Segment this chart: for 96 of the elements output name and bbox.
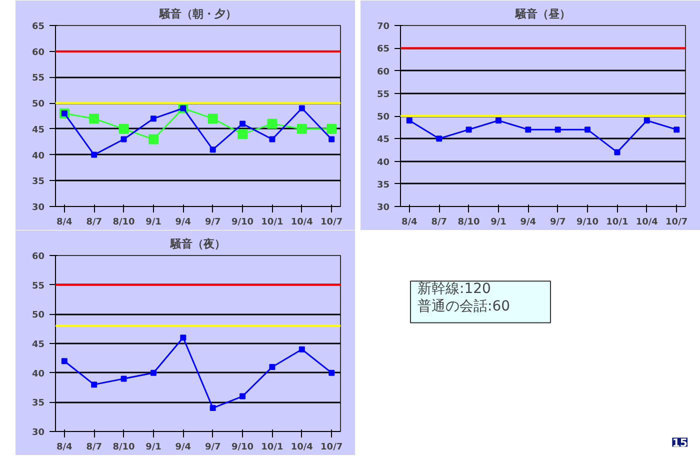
point bbox=[180, 334, 186, 341]
y-tick-label: 30 bbox=[32, 428, 45, 438]
point bbox=[584, 126, 591, 133]
x-tick-label: 8/10 bbox=[112, 442, 135, 452]
x-tick-label: 9/4 bbox=[520, 218, 536, 228]
point bbox=[298, 346, 305, 352]
y-tick-label: 45 bbox=[376, 135, 390, 146]
point bbox=[89, 114, 100, 124]
x-tick-label: 9/10 bbox=[231, 218, 254, 228]
x-tick-label: 10/7 bbox=[320, 218, 343, 228]
y-tick-label: 65 bbox=[32, 22, 45, 32]
x-tick-label: 9/1 bbox=[146, 218, 162, 228]
point bbox=[436, 136, 442, 142]
point bbox=[296, 124, 307, 134]
point bbox=[269, 364, 276, 370]
point bbox=[269, 136, 276, 142]
y-tick-label: 55 bbox=[32, 281, 45, 292]
text: 15 bbox=[672, 436, 688, 450]
x-tick-label: 10/7 bbox=[666, 218, 688, 228]
point bbox=[554, 126, 561, 133]
y-tick-label: 60 bbox=[32, 48, 45, 58]
y-tick-label: 40 bbox=[32, 369, 45, 380]
point bbox=[328, 370, 335, 376]
point bbox=[91, 382, 98, 388]
point bbox=[326, 124, 337, 134]
point bbox=[208, 114, 218, 124]
point bbox=[495, 118, 502, 124]
point bbox=[240, 120, 246, 127]
y-tick-label: 50 bbox=[376, 112, 390, 122]
x-tick-label: 8/4 bbox=[56, 442, 72, 452]
x-tick-label: 9/10 bbox=[576, 218, 599, 228]
point bbox=[120, 376, 127, 382]
y-tick-label: 35 bbox=[32, 177, 45, 188]
x-tick-label: 10/1 bbox=[261, 442, 284, 452]
point bbox=[238, 129, 248, 140]
point bbox=[525, 126, 532, 133]
point bbox=[240, 393, 246, 400]
x-tick-label: 10/4 bbox=[290, 442, 313, 452]
x-tick-label: 10/1 bbox=[606, 218, 628, 228]
point bbox=[150, 116, 156, 122]
x-tick-label: 9/7 bbox=[204, 218, 221, 228]
chart-title: 騒音（昼） bbox=[514, 8, 570, 20]
point bbox=[210, 146, 216, 153]
point bbox=[118, 124, 129, 134]
y-tick-label: 55 bbox=[376, 90, 390, 100]
y-tick-label: 30 bbox=[32, 203, 45, 213]
y-tick-label: 70 bbox=[376, 22, 390, 32]
point bbox=[614, 149, 620, 156]
y-tick-label: 45 bbox=[32, 340, 45, 350]
x-tick-label: 9/7 bbox=[204, 442, 221, 452]
x-tick-label: 9/4 bbox=[175, 442, 192, 452]
x-tick-label: 9/1 bbox=[490, 218, 506, 228]
y-tick-label: 50 bbox=[32, 310, 45, 321]
point bbox=[61, 358, 68, 364]
x-tick-label: 9/1 bbox=[146, 442, 162, 452]
x-tick-label: 8/7 bbox=[86, 442, 102, 452]
y-tick-label: 40 bbox=[32, 151, 45, 162]
point bbox=[120, 136, 127, 142]
point bbox=[210, 405, 216, 412]
y-tick-label: 65 bbox=[376, 44, 390, 55]
x-tick-label: 10/4 bbox=[636, 218, 658, 228]
y-tick-label: 35 bbox=[32, 398, 45, 409]
point bbox=[328, 136, 335, 142]
chart-title: 騒音（夜） bbox=[170, 238, 226, 250]
point bbox=[466, 126, 472, 133]
x-tick-label: 9/10 bbox=[231, 442, 254, 452]
point bbox=[150, 370, 156, 376]
x-tick-label: 8/10 bbox=[458, 218, 480, 228]
y-tick-label: 55 bbox=[32, 74, 45, 84]
point bbox=[406, 118, 412, 124]
x-tick-label: 8/7 bbox=[431, 218, 447, 228]
text: 新幹線:120 bbox=[418, 281, 491, 298]
x-tick-label: 8/7 bbox=[86, 218, 102, 228]
point bbox=[148, 134, 158, 144]
x-tick-label: 10/1 bbox=[261, 218, 284, 228]
y-tick-label: 35 bbox=[376, 180, 390, 190]
x-tick-label: 8/4 bbox=[402, 218, 418, 228]
x-tick-label: 9/7 bbox=[550, 218, 566, 228]
chart-title: 騒音（朝・夕） bbox=[158, 8, 236, 20]
y-tick-label: 60 bbox=[32, 252, 45, 262]
point bbox=[91, 152, 98, 158]
y-tick-label: 40 bbox=[376, 158, 390, 168]
x-tick-label: 10/4 bbox=[290, 218, 313, 228]
y-tick-label: 30 bbox=[376, 203, 390, 213]
point bbox=[674, 126, 680, 133]
x-tick-label: 8/10 bbox=[112, 218, 135, 228]
y-tick-label: 45 bbox=[32, 125, 45, 136]
x-tick-label: 10/7 bbox=[320, 442, 343, 452]
x-tick-label: 9/4 bbox=[175, 218, 192, 228]
point bbox=[298, 105, 305, 112]
point bbox=[267, 118, 278, 129]
point bbox=[644, 118, 650, 124]
y-tick-label: 50 bbox=[32, 100, 45, 110]
y-tick-label: 60 bbox=[376, 67, 390, 78]
x-tick-label: 8/4 bbox=[56, 218, 72, 228]
text: 普通の会話:60 bbox=[418, 298, 510, 315]
